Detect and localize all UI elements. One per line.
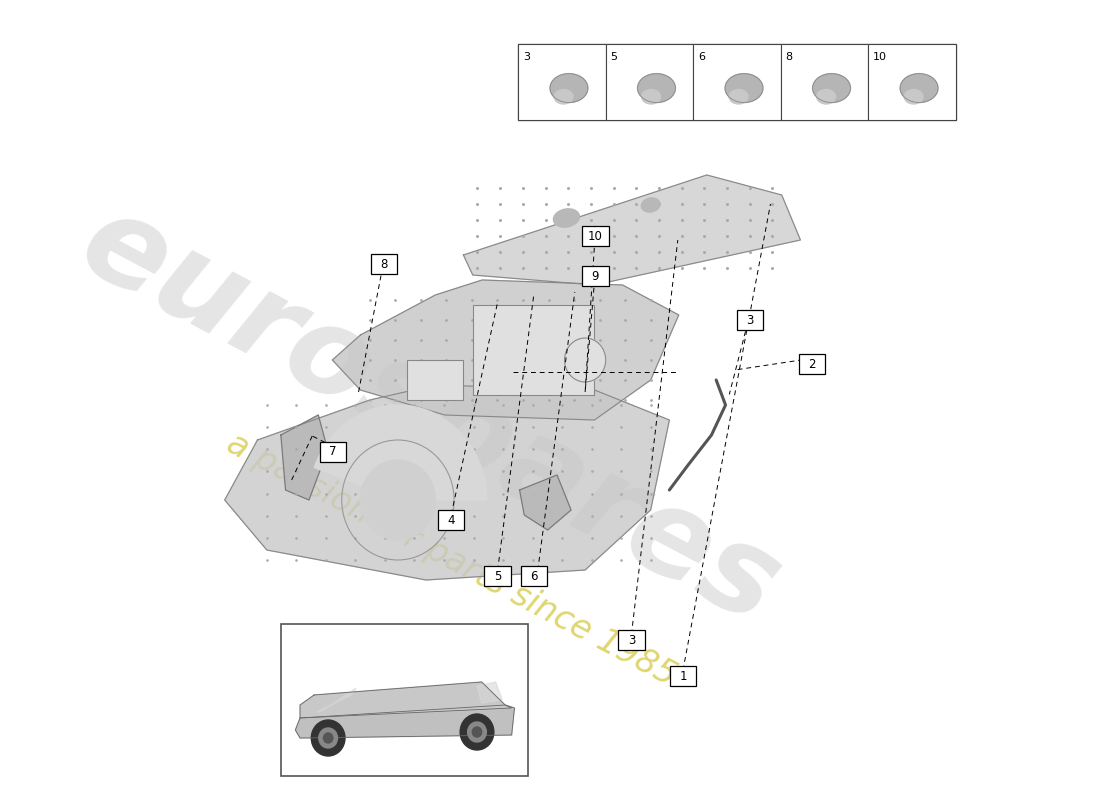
Ellipse shape [638, 74, 675, 102]
Ellipse shape [904, 90, 923, 104]
Text: 8: 8 [381, 258, 388, 270]
Wedge shape [315, 405, 487, 500]
Ellipse shape [554, 90, 573, 104]
Bar [868, 44, 956, 120]
Bar [582, 226, 608, 246]
Text: 3: 3 [628, 634, 635, 646]
Polygon shape [463, 175, 801, 285]
Ellipse shape [550, 74, 587, 102]
Circle shape [319, 728, 338, 748]
Polygon shape [477, 682, 503, 703]
Text: 9: 9 [592, 270, 600, 282]
Bar [799, 354, 825, 374]
Circle shape [323, 733, 333, 743]
Text: 5: 5 [610, 52, 617, 62]
Ellipse shape [641, 90, 660, 104]
Ellipse shape [553, 209, 580, 227]
Bar [606, 44, 693, 120]
Circle shape [468, 722, 486, 742]
Ellipse shape [813, 74, 850, 102]
Bar [518, 44, 606, 120]
Polygon shape [332, 280, 679, 420]
Circle shape [460, 714, 494, 750]
Bar [438, 510, 464, 530]
Ellipse shape [816, 90, 836, 104]
Text: 10: 10 [588, 230, 603, 242]
Bar [407, 360, 463, 400]
Polygon shape [317, 688, 356, 712]
Text: 3: 3 [522, 52, 530, 62]
Polygon shape [296, 705, 515, 738]
Text: 8: 8 [785, 52, 793, 62]
Bar [618, 630, 645, 650]
Ellipse shape [900, 74, 938, 102]
Text: 2: 2 [807, 358, 815, 370]
Ellipse shape [725, 74, 763, 102]
Text: 3: 3 [746, 314, 754, 326]
Bar [737, 310, 763, 330]
Bar [473, 305, 594, 395]
Circle shape [311, 720, 345, 756]
Ellipse shape [641, 198, 660, 212]
Text: 10: 10 [873, 52, 887, 62]
Bar [582, 266, 608, 286]
Text: 7: 7 [329, 446, 337, 458]
Circle shape [472, 727, 482, 737]
Bar [282, 624, 528, 776]
Text: a passion for parts since 1985: a passion for parts since 1985 [221, 427, 682, 693]
Text: 4: 4 [448, 514, 455, 526]
Bar [518, 44, 956, 120]
Polygon shape [224, 385, 670, 580]
Polygon shape [519, 475, 571, 530]
Circle shape [564, 338, 606, 382]
Text: 1: 1 [679, 670, 686, 682]
Bar [484, 566, 510, 586]
Polygon shape [300, 682, 512, 718]
Bar [670, 666, 696, 686]
Bar [371, 254, 397, 274]
Text: 6: 6 [530, 570, 538, 582]
Bar [781, 44, 868, 120]
Text: 6: 6 [697, 52, 705, 62]
Text: eurospares: eurospares [62, 183, 800, 649]
Bar [520, 566, 547, 586]
Ellipse shape [729, 90, 748, 104]
Polygon shape [280, 415, 328, 500]
Circle shape [361, 460, 436, 540]
Bar [693, 44, 781, 120]
Text: 5: 5 [494, 570, 502, 582]
Bar [320, 442, 345, 462]
